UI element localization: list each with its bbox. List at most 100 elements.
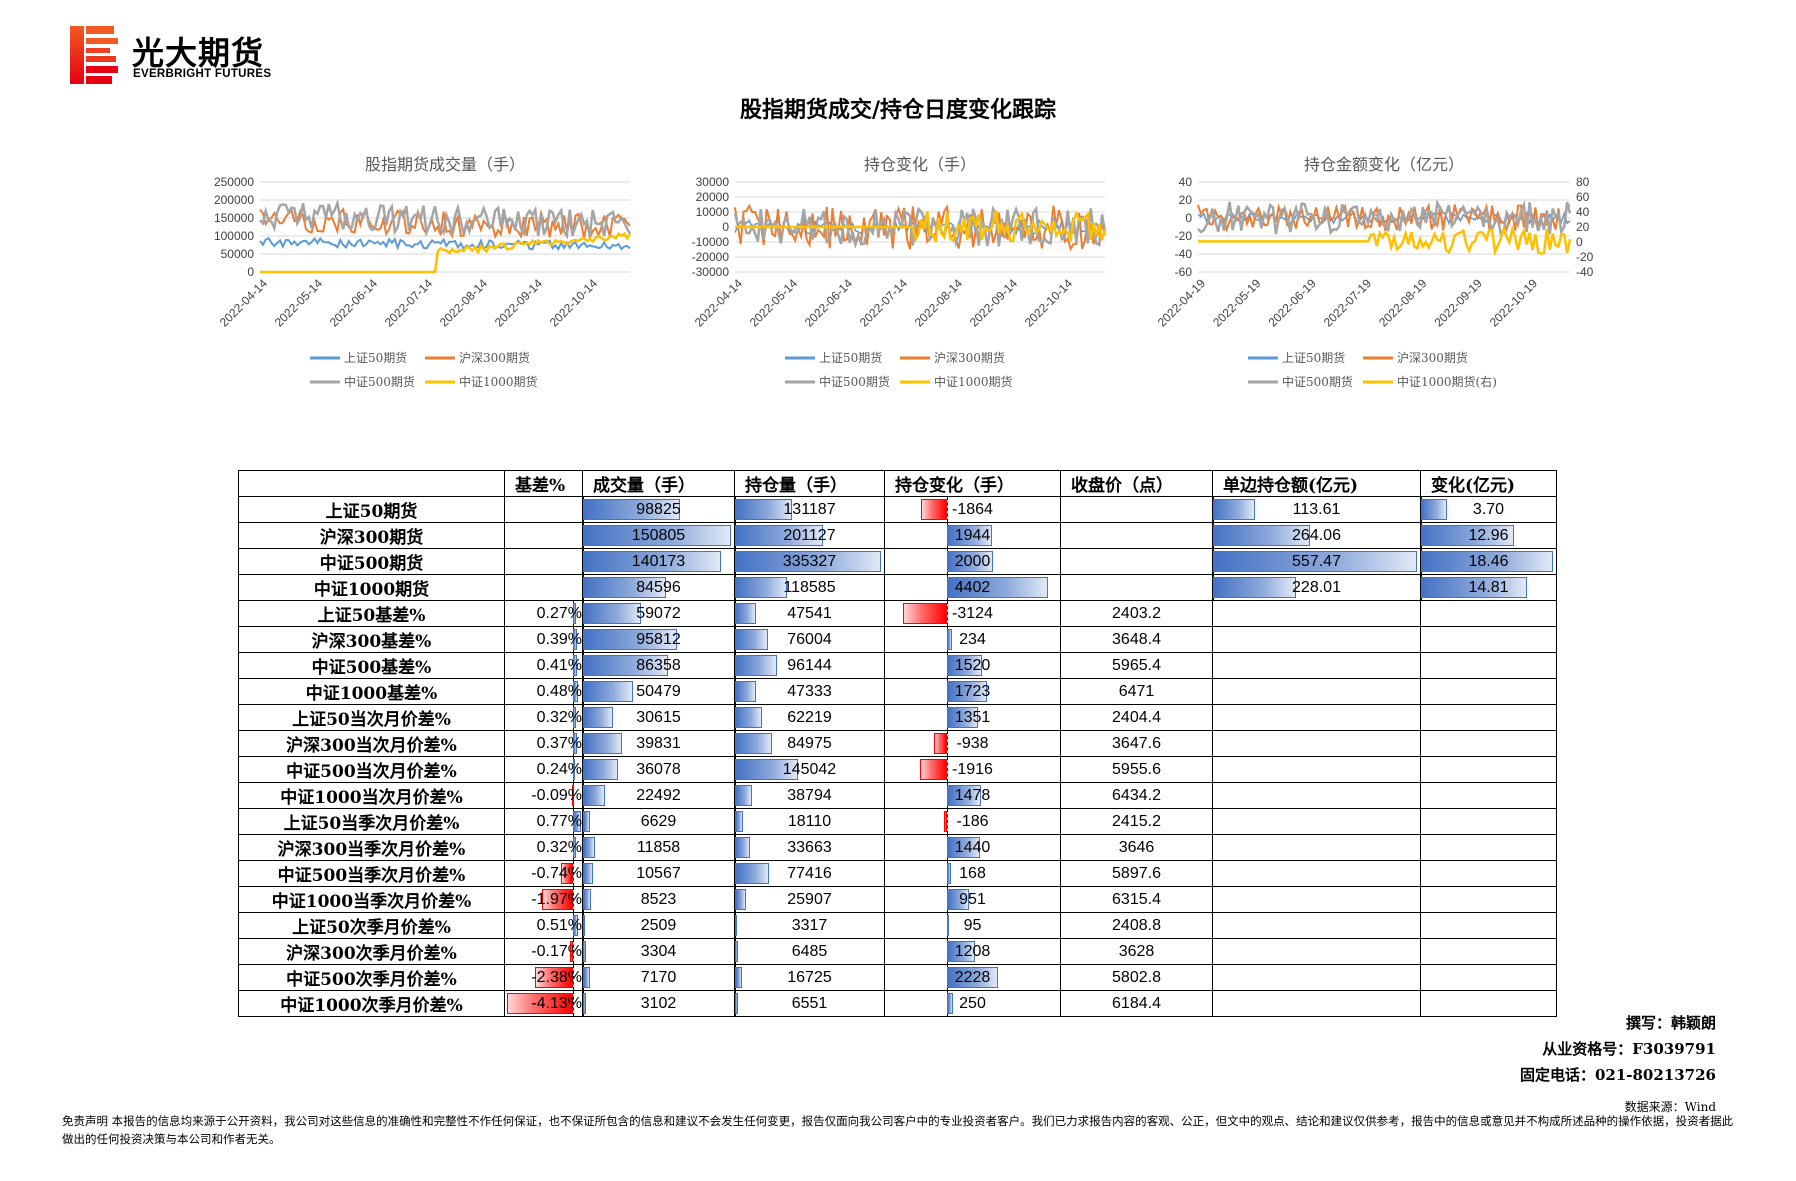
cell-value: 3317	[791, 916, 828, 934]
cell-amt	[1212, 600, 1421, 627]
cell-value: 951	[959, 890, 986, 908]
cell-oi: 47333	[734, 678, 885, 705]
bar-axis	[573, 939, 574, 964]
series-line-2	[733, 205, 1107, 249]
cell-vol: 11858	[582, 834, 735, 861]
data-bar	[735, 759, 799, 780]
data-bar	[735, 551, 881, 572]
data-bar	[583, 551, 721, 572]
cell-value: 18.46	[1468, 552, 1509, 570]
data-bar	[1213, 525, 1310, 546]
series-line-3	[735, 210, 1107, 243]
cell-value: 0.41%	[536, 656, 582, 674]
cell-value: 5965.4	[1112, 656, 1161, 674]
table-row: 中证500次季月价差% -2.38% 7170 16725 2228 5802.8	[238, 964, 1557, 991]
data-bar	[583, 499, 680, 520]
cell-amt	[1212, 678, 1421, 705]
x-tick-label: 2022-08-14	[437, 276, 491, 330]
bar-axis	[947, 809, 948, 834]
chart-title: 持仓变化（手）	[864, 155, 976, 174]
cell-vol: 7170	[582, 964, 735, 991]
y-tick-label: 50000	[221, 247, 255, 261]
data-bar	[947, 707, 979, 728]
data-bar	[735, 733, 772, 754]
chart-title: 股指期货成交量（手）	[365, 155, 525, 174]
y2-tick-label: 20	[1576, 220, 1590, 234]
data-bar	[573, 811, 581, 832]
cell-amtchg	[1420, 912, 1557, 939]
cell-value: 228.01	[1292, 578, 1341, 596]
y-tick-label: 0	[1185, 211, 1192, 225]
data-bar	[735, 655, 777, 676]
data-bar	[903, 603, 947, 624]
cell-amt	[1212, 652, 1421, 679]
table-row: 中证1000当次月价差% -0.09% 22492 38794 1478 6434.2	[238, 782, 1557, 809]
table-row: 沪深300当次月价差% 0.37% 39831 84975 -938 3647.6	[238, 730, 1557, 757]
cell-value: 39831	[636, 734, 681, 752]
cell-close: 6471	[1060, 678, 1213, 705]
cell-chg: 168	[884, 860, 1061, 887]
cell-value: 5897.6	[1112, 864, 1161, 882]
cell-value: 2228	[954, 968, 991, 986]
legend-label: 上证50期货	[819, 350, 882, 365]
data-bar	[1421, 525, 1514, 546]
cell-amtchg	[1420, 886, 1557, 913]
cell-close: 3628	[1060, 938, 1213, 965]
cell-amt: 228.01	[1212, 574, 1421, 601]
cell-value: 47333	[787, 682, 832, 700]
cell-value: 6629	[640, 812, 677, 830]
y-tick-label: 250000	[214, 175, 254, 189]
cell-value: 47541	[787, 604, 832, 622]
x-tick-label: 2022-10-14	[547, 276, 601, 330]
data-bar	[947, 915, 950, 936]
cell-basis: -4.13%	[504, 990, 583, 1017]
cell-chg: 250	[884, 990, 1061, 1017]
cell-amt	[1212, 704, 1421, 731]
y-tick-label: -20	[1175, 229, 1193, 243]
legend-label: 中证1000期货	[459, 374, 538, 389]
data-bar	[573, 915, 579, 936]
cell-value: 0.48%	[536, 682, 582, 700]
data-bar	[735, 499, 793, 520]
cell-oi: 47541	[734, 600, 885, 627]
data-bar	[583, 681, 633, 702]
data-bar	[947, 525, 992, 546]
data-bar	[947, 993, 953, 1014]
data-bar	[735, 889, 747, 910]
y-tick-label: 100000	[214, 229, 254, 243]
y-tick-label: -20000	[692, 250, 730, 264]
cell-close: 2404.4	[1060, 704, 1213, 731]
cell-vol: 59072	[582, 600, 735, 627]
cell-value: 50479	[636, 682, 681, 700]
cell-oi: 16725	[734, 964, 885, 991]
cell-chg: -186	[884, 808, 1061, 835]
cell-value: 118585	[783, 578, 836, 596]
cell-oi: 96144	[734, 652, 885, 679]
data-bar	[583, 525, 731, 546]
cell-basis: 0.27%	[504, 600, 583, 627]
data-bar	[583, 655, 668, 676]
cell-value: 6434.2	[1112, 786, 1161, 804]
chart-title: 持仓金额变化（亿元）	[1304, 155, 1464, 174]
cell-amtchg: 18.46	[1420, 548, 1557, 575]
cell-close: 2403.2	[1060, 600, 1213, 627]
row-label: 中证500期货	[238, 548, 505, 575]
data-bar	[573, 681, 578, 702]
data-bar	[534, 967, 573, 988]
x-tick-label: 2022-08-19	[1376, 276, 1430, 330]
data-bar	[735, 941, 738, 962]
cell-oi: 145042	[734, 756, 885, 783]
data-bar	[944, 811, 947, 832]
cell-value: 2403.2	[1112, 604, 1161, 622]
cell-value: 2404.4	[1112, 708, 1161, 726]
cell-amt	[1212, 626, 1421, 653]
data-bar	[1421, 551, 1553, 572]
cell-chg: -938	[884, 730, 1061, 757]
x-tick-label: 2022-08-14	[912, 276, 966, 330]
cell-close: 3647.6	[1060, 730, 1213, 757]
x-tick-label: 2022-10-14	[1022, 276, 1076, 330]
cell-chg: 1351	[884, 704, 1061, 731]
y-tick-label: 20000	[696, 190, 730, 204]
cell-amtchg	[1420, 730, 1557, 757]
cell-vol: 2509	[582, 912, 735, 939]
